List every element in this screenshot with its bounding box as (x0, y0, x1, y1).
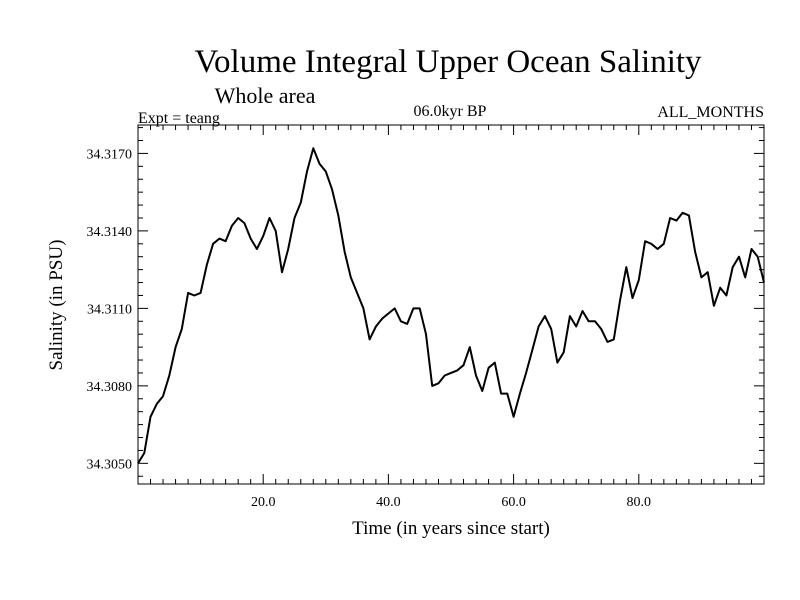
chart-subtitle: Whole area (215, 83, 316, 108)
months-label: ALL_MONTHS (657, 104, 764, 121)
axis-ticks (138, 125, 764, 484)
x-axis-label: Time (in years since start) (352, 518, 550, 539)
y-tick-label: 34.3110 (87, 302, 132, 317)
x-tick-label: 60.0 (501, 495, 526, 510)
chart-title: Volume Integral Upper Ocean Salinity (194, 44, 702, 80)
y-tick-label: 34.3140 (87, 225, 133, 240)
plot-frame (137, 124, 765, 485)
tick-labels: 20.0 40.0 60.0 80.0 34.3050 34.3080 34.3110 34.… (87, 147, 652, 510)
x-tick-label: 40.0 (376, 495, 401, 510)
x-tick-label: 80.0 (627, 495, 652, 510)
y-tick-label: 34.3170 (87, 147, 133, 162)
y-axis-label: Salinity (in PSU) (46, 240, 67, 371)
experiment-label: Expt = teang (138, 110, 220, 127)
period-label: 06.0kyr BP (414, 103, 487, 120)
y-tick-label: 34.3080 (87, 380, 133, 395)
x-tick-label: 20.0 (251, 495, 276, 510)
y-tick-label: 34.3050 (87, 457, 133, 472)
salinity-series-line (137, 147, 765, 464)
